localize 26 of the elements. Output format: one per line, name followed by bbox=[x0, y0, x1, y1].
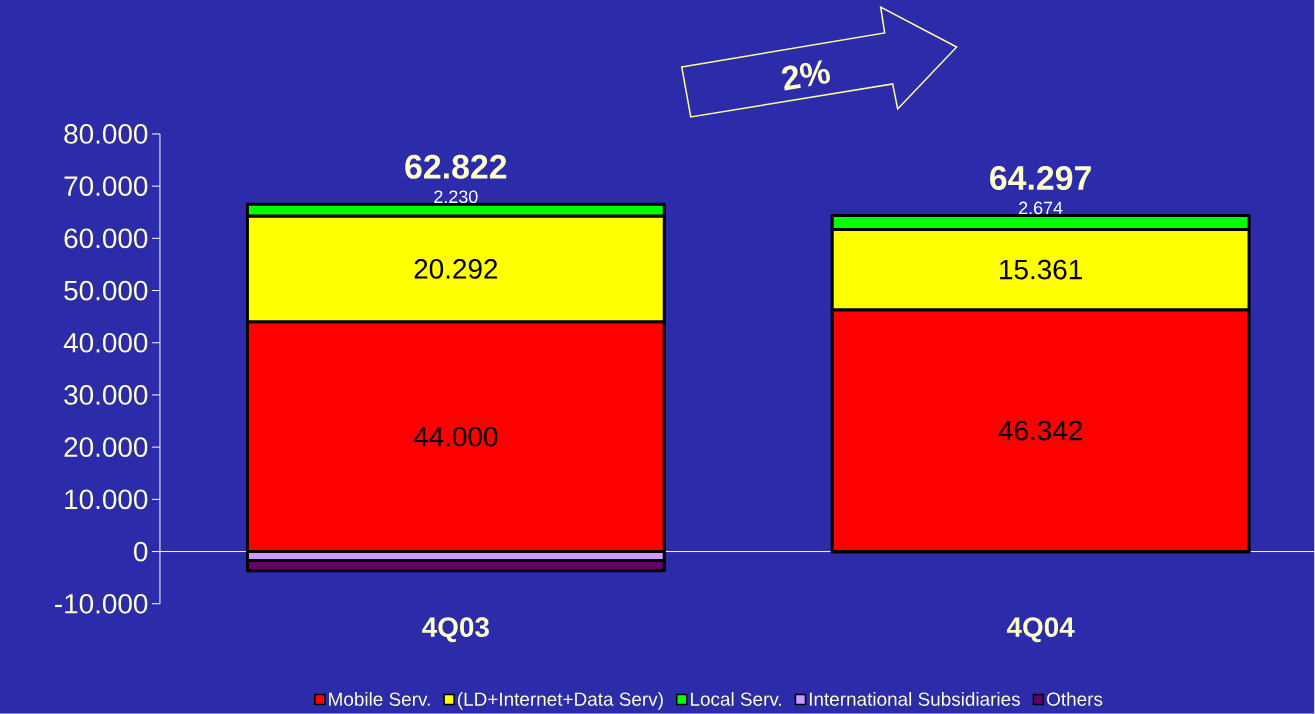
y-tick-label: 40.000 bbox=[63, 333, 148, 353]
y-tick-label: 0 bbox=[134, 541, 148, 562]
data-label: 2.674 bbox=[1019, 201, 1063, 215]
total-label: 64.297 bbox=[990, 166, 1091, 191]
x-tick-label: 4Q03 bbox=[422, 617, 489, 643]
legend-label: International Subsidiaries bbox=[809, 692, 1020, 707]
y-tick-label: 70.000 bbox=[64, 176, 148, 197]
y-tick-label: -10.000 bbox=[55, 594, 148, 614]
data-label: 2.230 bbox=[434, 190, 478, 204]
text: 2% bbox=[782, 60, 830, 91]
y-tick-label: 50.000 bbox=[64, 280, 148, 301]
data-label: 46.342 bbox=[998, 420, 1082, 441]
y-tick-label: 10.000 bbox=[65, 489, 148, 510]
y-tick-label: 60.000 bbox=[64, 228, 148, 249]
total-label: 62.822 bbox=[405, 154, 507, 179]
y-tick-label: 20.000 bbox=[64, 437, 148, 458]
legend-label: Others bbox=[1047, 692, 1103, 707]
legend-label: Mobile Serv. bbox=[329, 692, 430, 707]
y-tick-label: 80.000 bbox=[64, 124, 148, 144]
x-tick-label: 4Q04 bbox=[1006, 617, 1075, 643]
legend-label: (LD+Internet+Data Serv) bbox=[457, 692, 663, 710]
legend-label: Local Serv. bbox=[691, 692, 781, 707]
data-label: 20.292 bbox=[414, 259, 498, 279]
y-tick-label: 30.000 bbox=[64, 385, 148, 405]
data-label: 44.000 bbox=[413, 426, 498, 447]
data-label: 15.361 bbox=[1000, 259, 1082, 280]
